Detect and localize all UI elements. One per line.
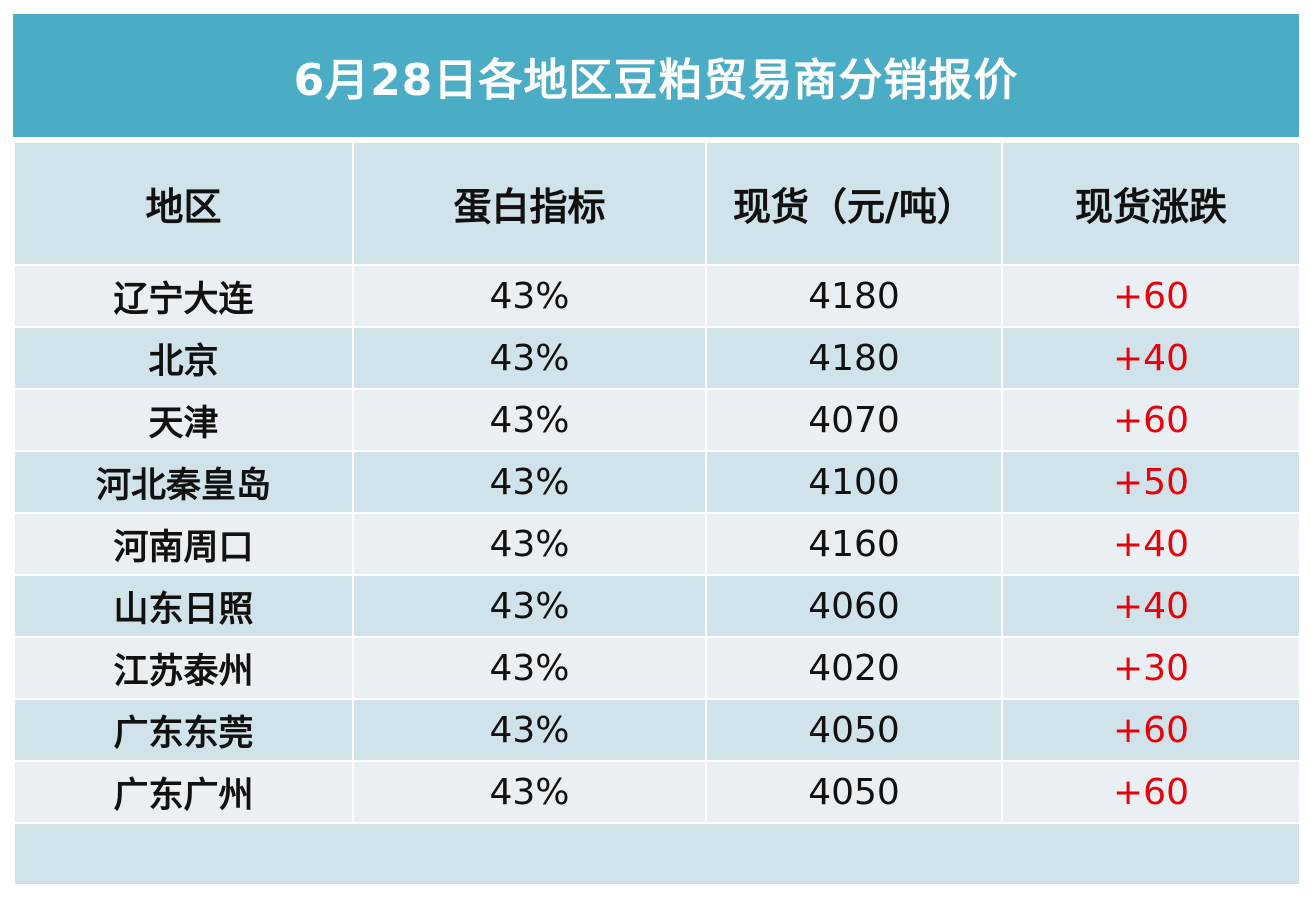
footer-cell [13,822,1301,886]
header-row: 地区 蛋白指标 现货（元/吨） 现货涨跌 [13,141,1301,266]
table-footer-row [13,822,1301,886]
change-cell: +40 [1001,574,1301,638]
table-row: 山东日照 43% 4060 +40 [13,574,1301,638]
price-cell: 4060 [705,574,1003,638]
price-cell: 4100 [705,450,1003,514]
protein-cell: 43% [352,636,707,700]
table-row: 广东东莞 43% 4050 +60 [13,698,1301,762]
change-cell: +50 [1001,450,1301,514]
change-cell: +60 [1001,698,1301,762]
price-table: 地区 蛋白指标 现货（元/吨） 现货涨跌 辽宁大连 43% 4180 +60 北… [13,141,1301,886]
table-row: 河北秦皇岛 43% 4100 +50 [13,450,1301,514]
region-cell: 河南周口 [13,512,354,576]
change-cell: +60 [1001,264,1301,328]
price-cell: 4020 [705,636,1003,700]
table-row: 辽宁大连 43% 4180 +60 [13,264,1301,328]
header-change: 现货涨跌 [1001,141,1301,266]
protein-cell: 43% [352,450,707,514]
protein-cell: 43% [352,388,707,452]
price-cell: 4180 [705,264,1003,328]
price-cell: 4160 [705,512,1003,576]
protein-cell: 43% [352,326,707,390]
header-price: 现货（元/吨） [705,141,1003,266]
table-row: 天津 43% 4070 +60 [13,388,1301,452]
price-cell: 4070 [705,388,1003,452]
price-cell: 4180 [705,326,1003,390]
header-region: 地区 [13,141,354,266]
region-cell: 山东日照 [13,574,354,638]
price-cell: 4050 [705,698,1003,762]
region-cell: 辽宁大连 [13,264,354,328]
table-row: 江苏泰州 43% 4020 +30 [13,636,1301,700]
change-cell: +60 [1001,388,1301,452]
protein-cell: 43% [352,574,707,638]
region-cell: 天津 [13,388,354,452]
change-cell: +40 [1001,326,1301,390]
table-row: 北京 43% 4180 +40 [13,326,1301,390]
change-cell: +40 [1001,512,1301,576]
region-cell: 广东广州 [13,760,354,824]
region-cell: 广东东莞 [13,698,354,762]
region-cell: 北京 [13,326,354,390]
protein-cell: 43% [352,760,707,824]
header-protein: 蛋白指标 [352,141,707,266]
protein-cell: 43% [352,698,707,762]
region-cell: 江苏泰州 [13,636,354,700]
protein-cell: 43% [352,512,707,576]
table-row: 河南周口 43% 4160 +40 [13,512,1301,576]
page-title: 6月28日各地区豆粕贸易商分销报价 [13,14,1299,137]
table-row: 广东广州 43% 4050 +60 [13,760,1301,824]
change-cell: +60 [1001,760,1301,824]
price-cell: 4050 [705,760,1003,824]
protein-cell: 43% [352,264,707,328]
change-cell: +30 [1001,636,1301,700]
region-cell: 河北秦皇岛 [13,450,354,514]
